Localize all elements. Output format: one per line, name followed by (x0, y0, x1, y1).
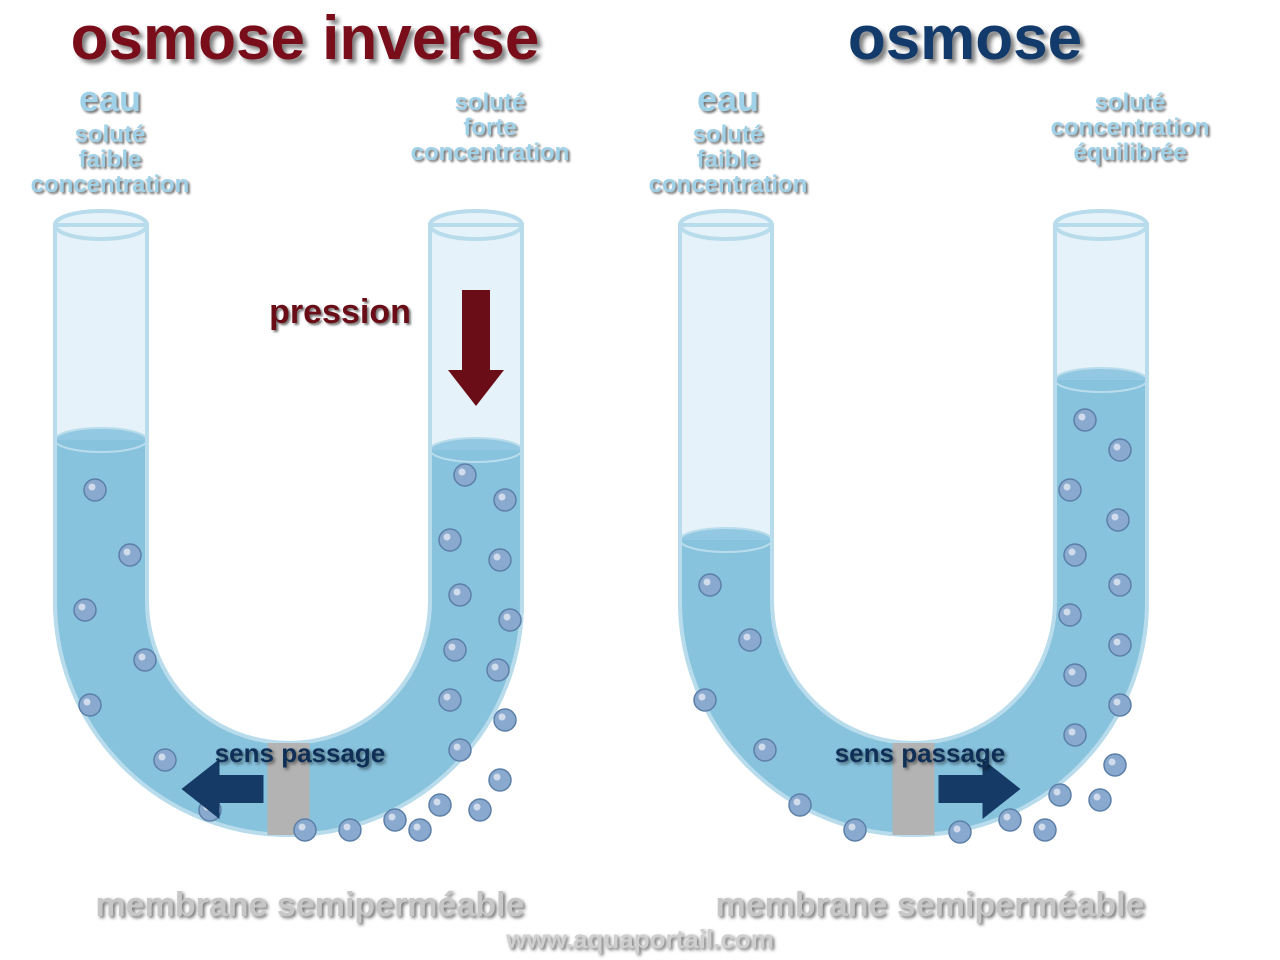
label-solute-low-right: soluté faible concentration (628, 122, 828, 198)
label-eau-left: eau (40, 80, 180, 118)
label-sense-right: sens passage (810, 740, 1030, 767)
title-osmosis: osmose (755, 6, 1175, 71)
label-pressure: pression (250, 295, 430, 331)
label-solute-high-left: soluté forte concentration (370, 90, 610, 166)
label-sense-left: sens passage (190, 740, 410, 767)
label-solute-eq-right: soluté concentration équilibrée (1000, 90, 1260, 166)
diagram-canvas: osmose inverse osmose eau soluté faible … (0, 0, 1280, 960)
label-eau-right: eau (658, 80, 798, 118)
title-reverse-osmosis: osmose inverse (0, 6, 610, 71)
label-membrane-left: membrane semiperméable (60, 888, 560, 924)
label-solute-low-left: soluté faible concentration (10, 122, 210, 198)
label-membrane-right: membrane semiperméable (680, 888, 1180, 924)
label-url: www.aquaportail.com (440, 926, 840, 953)
